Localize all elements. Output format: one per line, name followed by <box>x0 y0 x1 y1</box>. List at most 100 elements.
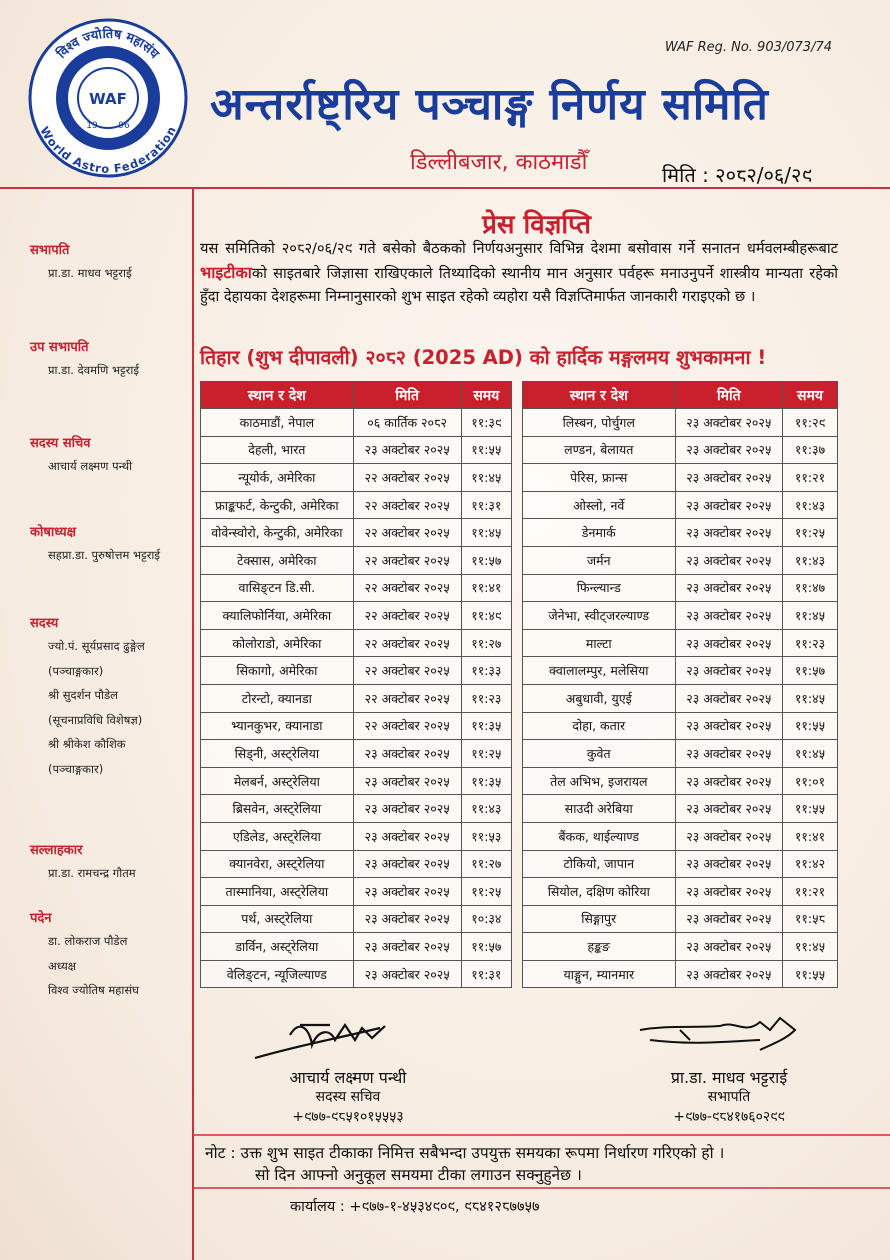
cell: भ्यानकुभर, क्यानाडा <box>200 711 354 741</box>
cell: २३ अक्टोबर २०२५ <box>674 683 784 713</box>
side-line: ज्यो.पं. सूर्यप्रसाद ढुङ्गेल <box>48 639 145 653</box>
cell: सिकागो, अमेरिका <box>200 656 354 685</box>
cell: २३ अक्टोबर २०२५ <box>674 711 784 741</box>
row: पर्थ, अस्ट्रेलिया २३ अक्टोबर २०२५ १०:३४ <box>200 904 513 934</box>
cell: २२ अक्टोबर २०२५ <box>352 573 462 603</box>
row: सिङ्गापुर २३ अक्टोबर २०२५ ११:५८ <box>522 904 838 934</box>
row: वोवेन्स्वोरो, केन्टुकी, अमेरिका २२ अक्टोब… <box>200 518 513 547</box>
cell: २२ अक्टोबर २०२५ <box>352 683 462 713</box>
cell: ११:२१ <box>782 877 838 906</box>
row: डेनमार्क २३ अक्टोबर २०२५ ११:२५ <box>522 518 838 547</box>
side-line: प्रा.डा. रामचन्द्र गौतम <box>48 866 136 880</box>
cell: डेनमार्क <box>522 518 676 547</box>
cell: ११:२५ <box>460 739 513 768</box>
cell: वेलिङ्टन, न्यूजिल्याण्ड <box>200 959 354 989</box>
row: अबुधावी, युएई २३ अक्टोबर २०२५ ११:४५ <box>522 683 838 713</box>
cell: दोहा, कतार <box>522 711 676 741</box>
schedule-table: स्थान र देश मिति समय काठमाडौं, नेपाल ०६ कार्… <box>200 381 513 989</box>
row: जेनेभा, स्वीट्जरल्याण्ड २३ अक्टोबर २०२५ ११… <box>522 601 838 630</box>
cell: सिड्नी, अस्ट्रेलिया <box>200 739 354 768</box>
side-line: (सूचनाप्रविधि विशेषज्ञ) <box>48 712 143 727</box>
cell: २३ अक्टोबर २०२५ <box>674 959 784 989</box>
paragraph-text: यस समितिको २०८२/०६/२९ गते बसेको बैठकको न… <box>200 240 838 257</box>
header-row: स्थान र देश मिति समय <box>522 381 838 409</box>
cell: २३ अक्टोबर २०२५ <box>352 739 462 768</box>
cell: ११:४५ <box>782 739 838 768</box>
cell: तास्मानिया, अस्ट्रेलिया <box>200 877 354 906</box>
cell: ११:४१ <box>460 573 513 603</box>
cell: सिङ्गापुर <box>522 904 676 934</box>
header-row: स्थान र देश मिति समय <box>200 381 513 409</box>
cell: ११:५८ <box>782 904 838 934</box>
cell: लण्डन, बेलायत <box>522 435 676 465</box>
cell: ११:४५ <box>782 683 838 713</box>
cell: २३ अक्टोबर २०२५ <box>352 877 462 906</box>
cell: २३ अक्टोबर २०२५ <box>674 821 784 851</box>
date: मिति : २०८२/०६/२९ <box>662 163 812 187</box>
cell: ११:३९ <box>460 408 513 437</box>
cell: जर्मन <box>522 545 676 575</box>
side-role: कोषाध्यक्ष <box>30 525 76 540</box>
cell: साउदी अरेबिया <box>522 794 676 823</box>
row: ओस्लो, नर्वे २३ अक्टोबर २०२५ ११:४३ <box>522 490 838 520</box>
row: एडिलेड, अस्ट्रेलिया २३ अक्टोबर २०२५ ११:५३ <box>200 821 513 851</box>
cell: २३ अक्टोबर २०२५ <box>352 932 462 961</box>
cell: २३ अक्टोबर २०२५ <box>352 435 462 465</box>
cell: ११:५३ <box>460 821 513 851</box>
cell: न्यूयोर्क, अमेरिका <box>200 463 354 492</box>
cell: २३ अक्टोबर २०२५ <box>352 904 462 934</box>
signer-title: सदस्य सचिव <box>315 1089 381 1105</box>
cell: एडिलेड, अस्ट्रेलिया <box>200 821 354 851</box>
logo: विश्व ज्योतिष महासंघ World Astro Federat… <box>28 18 188 178</box>
cell: २३ अक्टोबर २०२५ <box>674 739 784 768</box>
cell: २३ अक्टोबर २०२५ <box>674 656 784 685</box>
cell: ११:५५ <box>460 435 513 465</box>
cell: २३ अक्टोबर २०२५ <box>674 766 784 796</box>
row: ब्रिसवेन, अस्ट्रेलिया २३ अक्टोबर २०२५ ११:४… <box>200 794 513 823</box>
row: न्यूयोर्क, अमेरिका २२ अक्टोबर २०२५ ११:४५ <box>200 463 513 492</box>
cell: पेरिस, फ्रान्स <box>522 463 676 492</box>
cell: फ्राङ्कफर्ट, केन्टुकी, अमेरिका <box>200 490 354 520</box>
side-line: प्रा.डा. देवमणि भट्टराई <box>48 363 139 377</box>
heading: प्रेस विज्ञप्ति <box>482 210 591 240</box>
signature <box>639 1016 797 1051</box>
side-line: आचार्य लक्ष्मण पन्थी <box>48 459 133 473</box>
row: देहली, भारत २३ अक्टोबर २०२५ ११:५५ <box>200 435 513 465</box>
row: कोलोराडो, अमेरिका २२ अक्टोबर २०२५ ११:२७ <box>200 628 513 658</box>
cell: हङ्कङ <box>522 932 676 961</box>
cell: ११:२५ <box>460 877 513 906</box>
cell: ११:४३ <box>782 545 838 575</box>
cell: काठमाडौं, नेपाल <box>200 408 354 437</box>
cell: ओस्लो, नर्वे <box>522 490 676 520</box>
cell: ११:२७ <box>460 849 513 879</box>
cell: ब्रिसवेन, अस्ट्रेलिया <box>200 794 354 823</box>
side-line: अध्यक्ष <box>48 958 77 973</box>
logo-center: WAF <box>89 90 127 108</box>
cell: २३ अक्टोबर २०२५ <box>674 849 784 879</box>
cell: मेलबर्न, अस्ट्रेलिया <box>200 766 354 796</box>
side-role: पदेन <box>30 911 52 926</box>
row: डार्विन, अस्ट्रेलिया २३ अक्टोबर २०२५ ११:५७ <box>200 932 513 961</box>
greeting: तिहार (शुभ दीपावली) २०८२ (2025 AD) को हा… <box>200 346 767 369</box>
row: फिन्ल्यान्ड २३ अक्टोबर २०२५ ११:४७ <box>522 573 838 603</box>
cell: २३ अक्टोबर २०२५ <box>352 849 462 879</box>
signer-title: सभापति <box>707 1089 751 1105</box>
column-header: मिति <box>674 381 784 409</box>
cell: ११:३७ <box>782 435 838 465</box>
cell: २२ अक्टोबर २०२५ <box>352 545 462 575</box>
cell: फिन्ल्यान्ड <box>522 573 676 603</box>
cell: सियोल, दक्षिण कोरिया <box>522 877 676 906</box>
cell: वासिङ्टन डि.सी. <box>200 573 354 603</box>
cell: ११:५५ <box>782 794 838 823</box>
cell: २२ अक्टोबर २०२५ <box>352 518 462 547</box>
title: अन्तर्राष्ट्रिय पञ्चाङ्ग निर्णय समिति <box>210 79 769 130</box>
row: वेलिङ्टन, न्यूजिल्याण्ड २३ अक्टोबर २०२५ ११… <box>200 959 513 989</box>
cell: २३ अक्टोबर २०२५ <box>674 518 784 547</box>
row: टोरन्टो, क्यानडा २२ अक्टोबर २०२५ ११:२३ <box>200 683 513 713</box>
row: बैंकक, थाईल्याण्ड २३ अक्टोबर २०२५ ११:४१ <box>522 821 838 851</box>
note: सो दिन आफ्नो अनुकूल समयमा टीका लगाउन सक्… <box>255 1166 582 1184</box>
cell: ११:५५ <box>782 711 838 741</box>
cell: कुवेत <box>522 739 676 768</box>
row: माल्टा २३ अक्टोबर २०२५ ११:२३ <box>522 628 838 658</box>
